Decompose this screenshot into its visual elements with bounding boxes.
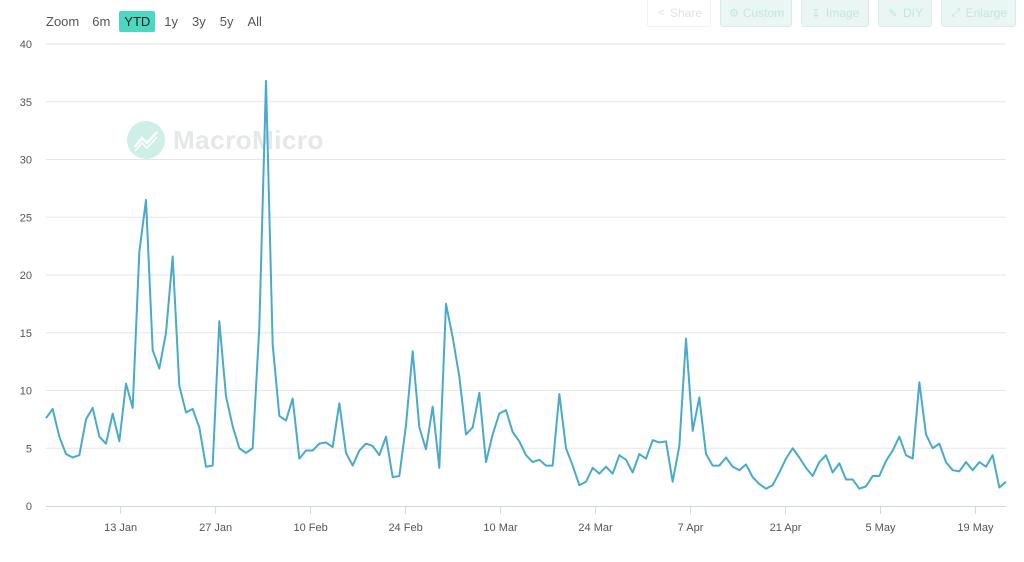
image-label: Image <box>826 6 860 20</box>
download-icon: ↧ <box>811 7 821 20</box>
watermark: MacroMicro <box>127 121 324 159</box>
x-tick-label: 19 May <box>957 522 994 534</box>
x-tick-label: 21 Apr <box>770 522 802 534</box>
diy-button[interactable]: ✎ DIY <box>878 0 932 27</box>
x-tick-label: 5 May <box>866 522 896 534</box>
range-button-3y[interactable]: 3y <box>192 13 206 29</box>
enlarge-label: Enlarge <box>965 6 1007 20</box>
share-button[interactable]: < Share <box>647 0 711 27</box>
range-button-ytd[interactable]: YTD <box>119 10 156 32</box>
enlarge-button[interactable]: ⤢ Enlarge <box>941 0 1016 27</box>
diy-label: DIY <box>902 6 923 20</box>
y-tick-label: 35 <box>20 97 32 109</box>
share-label: Share <box>669 6 702 20</box>
custom-button[interactable]: ⚙ Custom <box>720 0 792 27</box>
y-tick-label: 40 <box>20 39 32 51</box>
x-tick-label: 24 Mar <box>578 522 613 534</box>
x-axis: 13 Jan 27 Jan 10 Feb 24 Feb 10 Mar 24 Mar 7 Ap… <box>104 506 994 534</box>
series-line <box>45 79 1007 490</box>
x-tick-label: 7 Apr <box>678 522 704 534</box>
pencil-icon: ✎ <box>888 7 898 20</box>
share-icon: < <box>657 7 665 19</box>
range-selector: Zoom 6m YTD 1y 3y 5y All <box>46 10 271 32</box>
watermark-logo-icon <box>127 121 165 159</box>
x-tick-label: 13 Jan <box>104 522 137 534</box>
x-tick-label: 10 Mar <box>483 522 518 534</box>
range-button-all[interactable]: All <box>247 13 262 29</box>
y-tick-label: 25 <box>20 212 32 224</box>
image-button[interactable]: ↧ Image <box>801 0 869 27</box>
chart-toolbar: < Share ⚙ Custom ↧ Image ✎ DIY ⤢ Enlarge <box>647 0 1016 27</box>
y-tick-label: 5 <box>26 443 32 455</box>
range-button-6m[interactable]: 6m <box>92 13 111 29</box>
y-tick-label: 15 <box>20 328 32 340</box>
grid-lines <box>46 43 1006 507</box>
y-tick-label: 10 <box>20 386 32 398</box>
y-tick-label: 0 <box>26 501 32 513</box>
y-tick-label: 20 <box>20 270 32 282</box>
x-tick-label: 10 Feb <box>293 522 327 534</box>
range-button-1y[interactable]: 1y <box>164 13 179 29</box>
range-button-5y[interactable]: 5y <box>219 13 234 29</box>
custom-label: Custom <box>742 6 785 20</box>
x-tick-label: 24 Feb <box>388 522 422 534</box>
y-axis: 0 5 10 15 20 25 30 35 40 <box>20 39 32 513</box>
gear-icon: ⚙ <box>729 7 739 20</box>
watermark-text: MacroMicro <box>173 124 324 155</box>
x-tick-label: 27 Jan <box>199 522 232 534</box>
y-tick-label: 30 <box>20 155 32 167</box>
zoom-label: Zoom <box>46 13 80 29</box>
expand-icon: ⤢ <box>951 6 961 19</box>
